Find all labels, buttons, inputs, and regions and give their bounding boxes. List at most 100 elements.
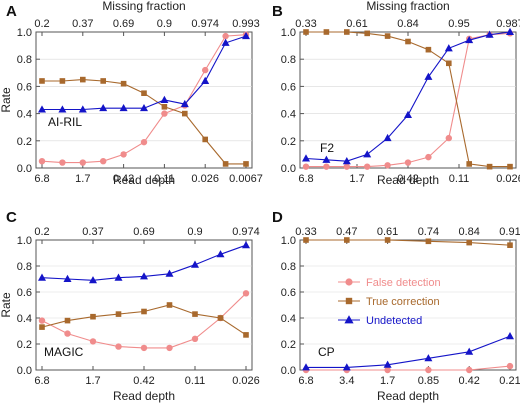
x-tick-label: 0.11 <box>154 173 175 185</box>
x-axis-title: Read depth <box>377 173 439 187</box>
x-tick-label: 0.42 <box>133 375 154 387</box>
data-point <box>242 31 250 40</box>
x2-tick-label: 0.91 <box>499 226 520 238</box>
data-point <box>79 159 87 166</box>
data-point <box>364 163 371 170</box>
data-point <box>63 274 72 282</box>
data-point <box>78 105 87 113</box>
panel-letter: B <box>272 3 283 20</box>
panel-letter: D <box>272 209 283 226</box>
y-tick-label: 0.0 <box>281 365 296 377</box>
y-tick-label: 0.6 <box>281 287 296 299</box>
data-point <box>80 76 86 83</box>
y-tick-label: 1.0 <box>281 235 296 247</box>
x2-tick-label: 0.9 <box>157 18 172 30</box>
x2-tick-label: 0.84 <box>458 226 479 238</box>
series-line <box>306 239 511 246</box>
data-point <box>242 290 250 297</box>
data-point <box>485 30 494 38</box>
y-tick-label: 0.6 <box>17 81 32 93</box>
x2-tick-label: 0.2 <box>34 18 49 30</box>
data-point <box>202 136 208 143</box>
y-tick-label: 0.6 <box>281 81 296 93</box>
data-point <box>120 151 127 158</box>
data-point <box>202 66 209 74</box>
data-point <box>38 273 46 281</box>
x2-tick-label: 0.33 <box>295 226 316 238</box>
data-point <box>303 29 309 35</box>
x2-tick-label: 0.61 <box>346 18 367 30</box>
data-point <box>242 241 250 249</box>
data-point <box>384 33 391 39</box>
y-tick-label: 0.2 <box>281 136 296 148</box>
y-tick-label: 0.8 <box>17 54 32 66</box>
series-true-correction <box>303 29 513 170</box>
y-tick-label: 0.4 <box>17 313 32 325</box>
data-point <box>217 315 224 321</box>
data-point <box>222 161 229 167</box>
data-point <box>180 99 189 108</box>
data-point <box>323 29 330 35</box>
data-point <box>363 150 372 158</box>
x2-tick-label: 0.987 <box>496 18 520 30</box>
panel-b: 0.0 0.2 0.4 0.6 0.8 1.0 6.8 1.7 0.42 0.11 0.026 0.3… <box>272 0 520 187</box>
data-point <box>100 158 107 165</box>
data-point <box>191 335 199 342</box>
x-tick-label: 6.8 <box>298 375 313 387</box>
data-point <box>191 260 199 268</box>
legend-item-undetected: Undetected <box>338 315 422 327</box>
data-point <box>64 330 71 337</box>
y-tick-label: 1.0 <box>17 235 32 247</box>
x-axis-title: Read depth <box>377 389 439 403</box>
x-tick-label: 0.026 <box>232 375 260 387</box>
legend-label: True correction <box>366 296 440 308</box>
x2-tick-label: 0.2 <box>34 226 49 238</box>
data-point <box>115 311 122 317</box>
y-tick-label: 0.8 <box>281 261 296 273</box>
legend-marker <box>345 297 353 305</box>
data-point <box>38 317 46 324</box>
data-point <box>192 311 198 317</box>
data-point <box>404 159 412 166</box>
data-point <box>302 163 310 170</box>
x-tick-label: 0.42 <box>113 173 134 185</box>
x2-tick-label: 0.69 <box>133 226 154 238</box>
data-point <box>322 155 331 163</box>
x2-tick-label: 0.84 <box>397 18 418 30</box>
plot-area <box>299 239 517 371</box>
data-point <box>166 344 173 352</box>
y-tick-label: 0.8 <box>281 54 296 66</box>
legend-label: False detection <box>366 277 441 289</box>
data-point <box>405 38 411 45</box>
x-tick-label: 0.42 <box>397 173 418 185</box>
data-point <box>404 110 412 118</box>
data-point <box>507 242 513 248</box>
panel-name: F2 <box>320 141 334 155</box>
x2-tick-label: 0.993 <box>232 18 260 30</box>
x2-tick-label: 0.33 <box>295 18 316 30</box>
plot-area <box>35 31 253 169</box>
data-point <box>383 360 392 368</box>
x2-tick-label: 0.9 <box>187 226 202 238</box>
data-point <box>383 133 392 142</box>
data-point <box>445 134 452 142</box>
data-point <box>38 105 46 113</box>
data-point <box>140 103 148 112</box>
panel-c: 0.0 0.2 0.4 0.6 0.8 1.0 6.8 1.7 0.42 0.11 0.026 0.2… <box>0 209 260 403</box>
data-point <box>323 163 330 170</box>
data-point <box>38 158 46 165</box>
data-point <box>58 105 67 113</box>
data-point <box>59 78 66 84</box>
data-point <box>466 366 473 374</box>
data-point <box>507 163 513 170</box>
data-point <box>160 95 169 103</box>
x-tick-label: 3.4 <box>339 375 354 387</box>
x2-tick-label: 0.37 <box>72 18 93 30</box>
y-axis-title: Rate <box>0 292 13 318</box>
data-point <box>364 30 370 37</box>
y-tick-label: 0.8 <box>17 261 32 273</box>
data-point <box>141 90 147 96</box>
panel-name: AI-RIL <box>48 115 82 129</box>
data-point <box>446 60 452 67</box>
series-undetected <box>302 27 514 165</box>
